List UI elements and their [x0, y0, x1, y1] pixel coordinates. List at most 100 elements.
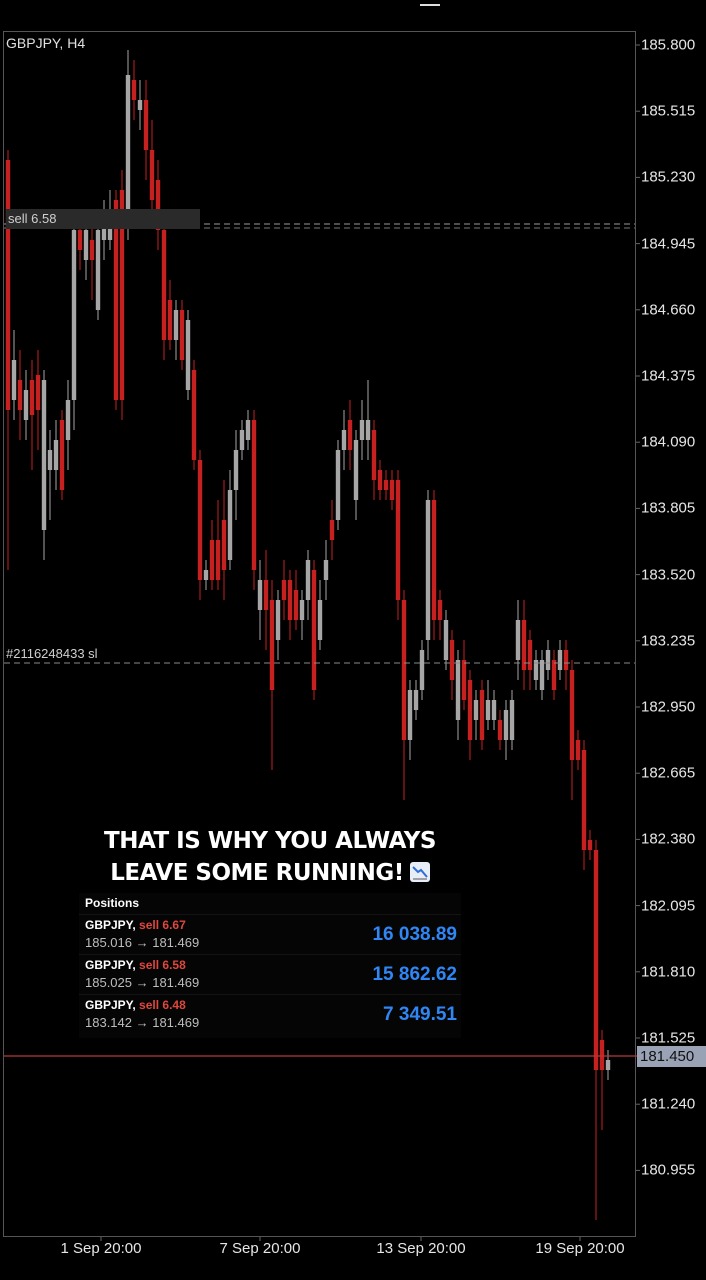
candle-body	[533, 660, 539, 680]
candle-body	[71, 230, 77, 400]
price-axis-label: 182.095	[641, 897, 696, 915]
candle-body	[191, 370, 197, 460]
candle-body	[515, 620, 521, 660]
candle-body	[377, 470, 383, 490]
candle-body	[467, 680, 473, 740]
candle-body	[41, 380, 47, 530]
candle-body	[185, 320, 191, 390]
caption-line-2-wrap: LEAVE SOME RUNNING!	[90, 857, 450, 889]
candle-body	[395, 480, 401, 600]
candle-body	[221, 520, 227, 570]
position-profit: 15 862.62	[372, 964, 457, 985]
candle-body	[455, 660, 461, 720]
candle-body	[371, 430, 377, 480]
current-price-badge: 181.450	[637, 1046, 706, 1067]
candle-body	[473, 700, 479, 720]
price-axis-label: 181.810	[641, 963, 696, 981]
position-row[interactable]: GBPJPY, sell 6.58 185.025 → 181.469 15 8…	[79, 954, 461, 993]
price-axis-label: 184.375	[641, 367, 696, 385]
candle-body	[113, 200, 119, 400]
candle-body	[257, 580, 263, 610]
candle-body	[437, 600, 443, 620]
position-prices: 185.025 → 181.469	[85, 975, 200, 990]
candle-body	[461, 660, 467, 700]
candle-body	[569, 670, 575, 760]
stop-loss-label[interactable]: #2116248433 sl	[6, 646, 98, 661]
position-symbol: GBPJPY,	[85, 918, 136, 932]
candle-body	[317, 600, 323, 640]
position-symbol-wrap: GBPJPY, sell 6.67	[85, 918, 186, 932]
candle-body	[47, 450, 53, 470]
price-axis-label: 182.665	[641, 764, 696, 782]
candle-body	[563, 650, 569, 670]
position-symbol-wrap: GBPJPY, sell 6.58	[85, 958, 186, 972]
candle-body	[53, 440, 59, 470]
price-axis-label: 181.240	[641, 1095, 696, 1113]
candle-body	[227, 490, 233, 560]
chart-frame	[3, 31, 636, 1237]
price-axis-label: 185.800	[641, 36, 696, 54]
position-symbol: GBPJPY,	[85, 958, 136, 972]
positions-header: Positions	[85, 896, 140, 910]
time-axis-label: 19 Sep 20:00	[535, 1240, 625, 1257]
candle-body	[365, 420, 371, 440]
candle-body	[137, 100, 143, 110]
caption-line-1: THAT IS WHY YOU ALWAYS	[104, 828, 436, 854]
position-row[interactable]: GBPJPY, sell 6.48 183.142 → 181.469 7 34…	[79, 994, 461, 1033]
candle-body	[557, 650, 563, 670]
candle-body	[155, 180, 161, 230]
candle-body	[587, 840, 593, 850]
caption-line-2: LEAVE SOME RUNNING!	[110, 860, 404, 886]
candle-body	[521, 620, 527, 670]
candle-body	[161, 230, 167, 340]
position-side: sell 6.67	[139, 918, 186, 932]
candle-body	[503, 710, 509, 740]
candle-body	[539, 660, 545, 690]
order-line-label[interactable]: sell 6.58	[6, 209, 200, 229]
symbol-timeframe-label: GBPJPY, H4	[6, 35, 86, 51]
candle-body	[281, 580, 287, 600]
position-profit: 7 349.51	[383, 1004, 457, 1025]
candle-body	[293, 590, 299, 620]
candle-body	[59, 420, 65, 490]
candle-body	[575, 740, 581, 760]
caption-overlay: THAT IS WHY YOU ALWAYS LEAVE SOME RUNNIN…	[90, 825, 450, 889]
time-axis-label: 1 Sep 20:00	[60, 1240, 142, 1257]
candle-body	[17, 380, 23, 410]
candle-body	[341, 430, 347, 450]
candle-body	[89, 240, 95, 260]
candle-body	[233, 450, 239, 490]
chart-decreasing-icon	[409, 862, 430, 882]
candle-body	[131, 80, 137, 100]
price-axis-label: 181.525	[641, 1029, 696, 1047]
candle-body	[197, 460, 203, 580]
position-row[interactable]: GBPJPY, sell 6.67 185.016 → 181.469 16 0…	[79, 914, 461, 953]
candle-body	[329, 520, 335, 540]
price-axis-label: 183.235	[641, 632, 696, 650]
candle-body	[287, 580, 293, 620]
candle-body	[545, 650, 551, 670]
position-prices: 183.142 → 181.469	[85, 1015, 200, 1030]
candle-body	[35, 375, 41, 410]
candle-body	[335, 450, 341, 520]
candle-body	[11, 360, 17, 400]
price-axis-label: 183.805	[641, 499, 696, 517]
candle-body	[149, 150, 155, 200]
candle-body	[167, 300, 173, 340]
candle-body	[383, 480, 389, 490]
candle-body	[389, 480, 395, 500]
candle-body	[431, 500, 437, 620]
candle-body	[485, 700, 491, 720]
position-symbol-wrap: GBPJPY, sell 6.48	[85, 998, 186, 1012]
candle-body	[5, 160, 11, 410]
position-side: sell 6.48	[139, 998, 186, 1012]
candle-body	[359, 420, 365, 440]
candle-body	[251, 420, 257, 570]
price-axis-label: 183.520	[641, 566, 696, 584]
price-axis-label: 182.950	[641, 698, 696, 716]
candle-body	[269, 600, 275, 690]
position-profit: 16 038.89	[372, 924, 457, 945]
positions-panel: Positions GBPJPY, sell 6.67 185.016 → 18…	[79, 893, 461, 1038]
candle-body	[527, 640, 533, 670]
